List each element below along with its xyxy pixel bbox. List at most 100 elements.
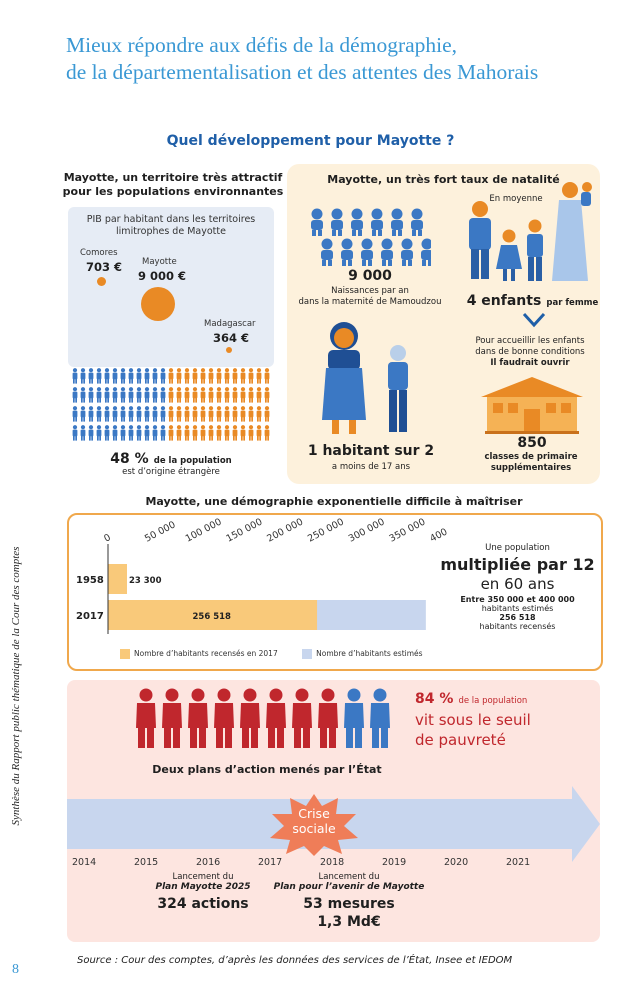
person-icon: [176, 387, 182, 403]
person-icon: [192, 387, 198, 403]
person-icon: [152, 387, 158, 403]
person-icon: [266, 688, 286, 748]
person-icon: [104, 425, 110, 441]
side-caption: Synthèse du Rapport public thématique de…: [6, 500, 28, 880]
multiply-line1: Une population: [485, 543, 550, 553]
person-icon: [232, 387, 238, 403]
timeline-year: 2016: [196, 857, 221, 868]
person-icon: [162, 688, 182, 748]
person-icon: [128, 425, 134, 441]
person-icon: [264, 387, 270, 403]
person-icon: [224, 387, 230, 403]
person-icon: [216, 387, 222, 403]
estimate-line2: habitants estimés: [481, 604, 554, 613]
person-icon: [188, 688, 208, 748]
plans-heading: Deux plans d’action menés par l’État: [152, 763, 382, 776]
person-icon: [264, 425, 270, 441]
person-icon: [152, 425, 158, 441]
baby-icon: [311, 208, 323, 236]
person-icon: [96, 387, 102, 403]
person-icon: [144, 425, 150, 441]
crisis-star-icon: [270, 794, 358, 856]
person-icon: [264, 368, 270, 384]
schools-line2: dans de bonne conditions: [475, 347, 585, 357]
demography-heading: Mayotte, une démographie exponentielle d…: [145, 495, 523, 508]
school-icon: [481, 377, 583, 434]
person-icon: [96, 368, 102, 384]
person-icon: [184, 406, 190, 422]
children-value: 4 enfants: [466, 293, 542, 309]
poverty-line1: vit sous le seuil: [415, 711, 531, 729]
person-icon: [232, 425, 238, 441]
person-icon: [80, 387, 86, 403]
children-stat: 4 enfants par femme: [465, 290, 600, 309]
person-icon: [120, 406, 126, 422]
person-icon: [200, 406, 206, 422]
person-icon: [96, 406, 102, 422]
person-icon: [184, 387, 190, 403]
crisis-line1: Crise: [298, 806, 330, 821]
attractive-heading-line2: pour les populations environnantes: [62, 185, 284, 198]
classes-line1: classes de primaire: [484, 452, 578, 462]
person-icon: [176, 368, 182, 384]
pib-caption-line2: limitrophes de Mayotte: [116, 226, 226, 237]
poverty-pct-suffix: de la population: [458, 696, 528, 706]
person-icon: [208, 406, 214, 422]
person-icon: [104, 387, 110, 403]
person-icon: [136, 406, 142, 422]
category-label: 1958: [76, 575, 104, 586]
person-icon: [104, 406, 110, 422]
arrow-down-icon: [522, 312, 546, 328]
person-icon: [128, 406, 134, 422]
pib-panel: PIB par habitant dans les territoires li…: [68, 207, 274, 367]
x-tick-label: 400 000: [428, 516, 448, 544]
plan1-line2: Plan Mayotte 2025: [155, 882, 251, 892]
madagascar-dot: [226, 347, 232, 353]
person-icon: [208, 425, 214, 441]
schools-line3: Il faudrait ouvrir: [490, 358, 570, 368]
young-text: a moins de 17 ans: [331, 462, 411, 472]
census-line2: habitants recensés: [479, 622, 556, 631]
timeline-year: 2019: [382, 857, 407, 868]
person-icon: [240, 425, 246, 441]
person-icon: [224, 406, 230, 422]
schools-caption: Pour accueillir les enfants dans de bonn…: [460, 336, 600, 369]
multiply-line3: en 60 ans: [480, 575, 555, 593]
timeline-year: 2018: [320, 857, 345, 868]
person-icon: [136, 425, 142, 441]
person-icon: [248, 368, 254, 384]
person-icon: [216, 425, 222, 441]
legend-census-swatch: [120, 649, 130, 659]
plan-avenir: Lancement du Plan pour l’avenir de Mayot…: [256, 872, 442, 930]
page-title-line2: de la départementalisation et des attent…: [66, 60, 539, 84]
pib-caption-line1: PIB par habitant dans les territoires: [86, 214, 256, 225]
baby-icon: [411, 208, 423, 236]
person-icon: [256, 387, 262, 403]
person-icon: [200, 425, 206, 441]
person-icon: [88, 406, 94, 422]
multiply-block: Une population multipliée par 12 en 60 a…: [440, 543, 595, 631]
x-tick-label: 100 000: [184, 516, 224, 544]
bar-census: [108, 564, 127, 594]
person-icon: [216, 368, 222, 384]
person-icon: [208, 387, 214, 403]
page-subtitle: Quel développement pour Mayotte ?: [166, 133, 455, 149]
person-icon: [160, 425, 166, 441]
source-note: Source : Cour des comptes, d’après les d…: [77, 955, 513, 966]
x-tick-label: 250 000: [306, 516, 346, 544]
person-icon: [80, 368, 86, 384]
foreign-text2: est d’origine étrangère: [122, 467, 220, 477]
baby-icon: [361, 238, 373, 266]
person-icon: [112, 368, 118, 384]
multiply-line2: multipliée par 12: [440, 555, 595, 574]
person-icon: [240, 688, 260, 748]
person-icon: [240, 406, 246, 422]
x-tick-label: 300 000: [347, 516, 387, 544]
person-icon: [144, 406, 150, 422]
person-icon: [318, 688, 338, 748]
baby-icon: [421, 238, 431, 266]
comores-dot: [97, 277, 106, 286]
person-icon: [370, 688, 390, 748]
foreign-text1: de la population: [153, 456, 232, 466]
person-icon: [160, 368, 166, 384]
